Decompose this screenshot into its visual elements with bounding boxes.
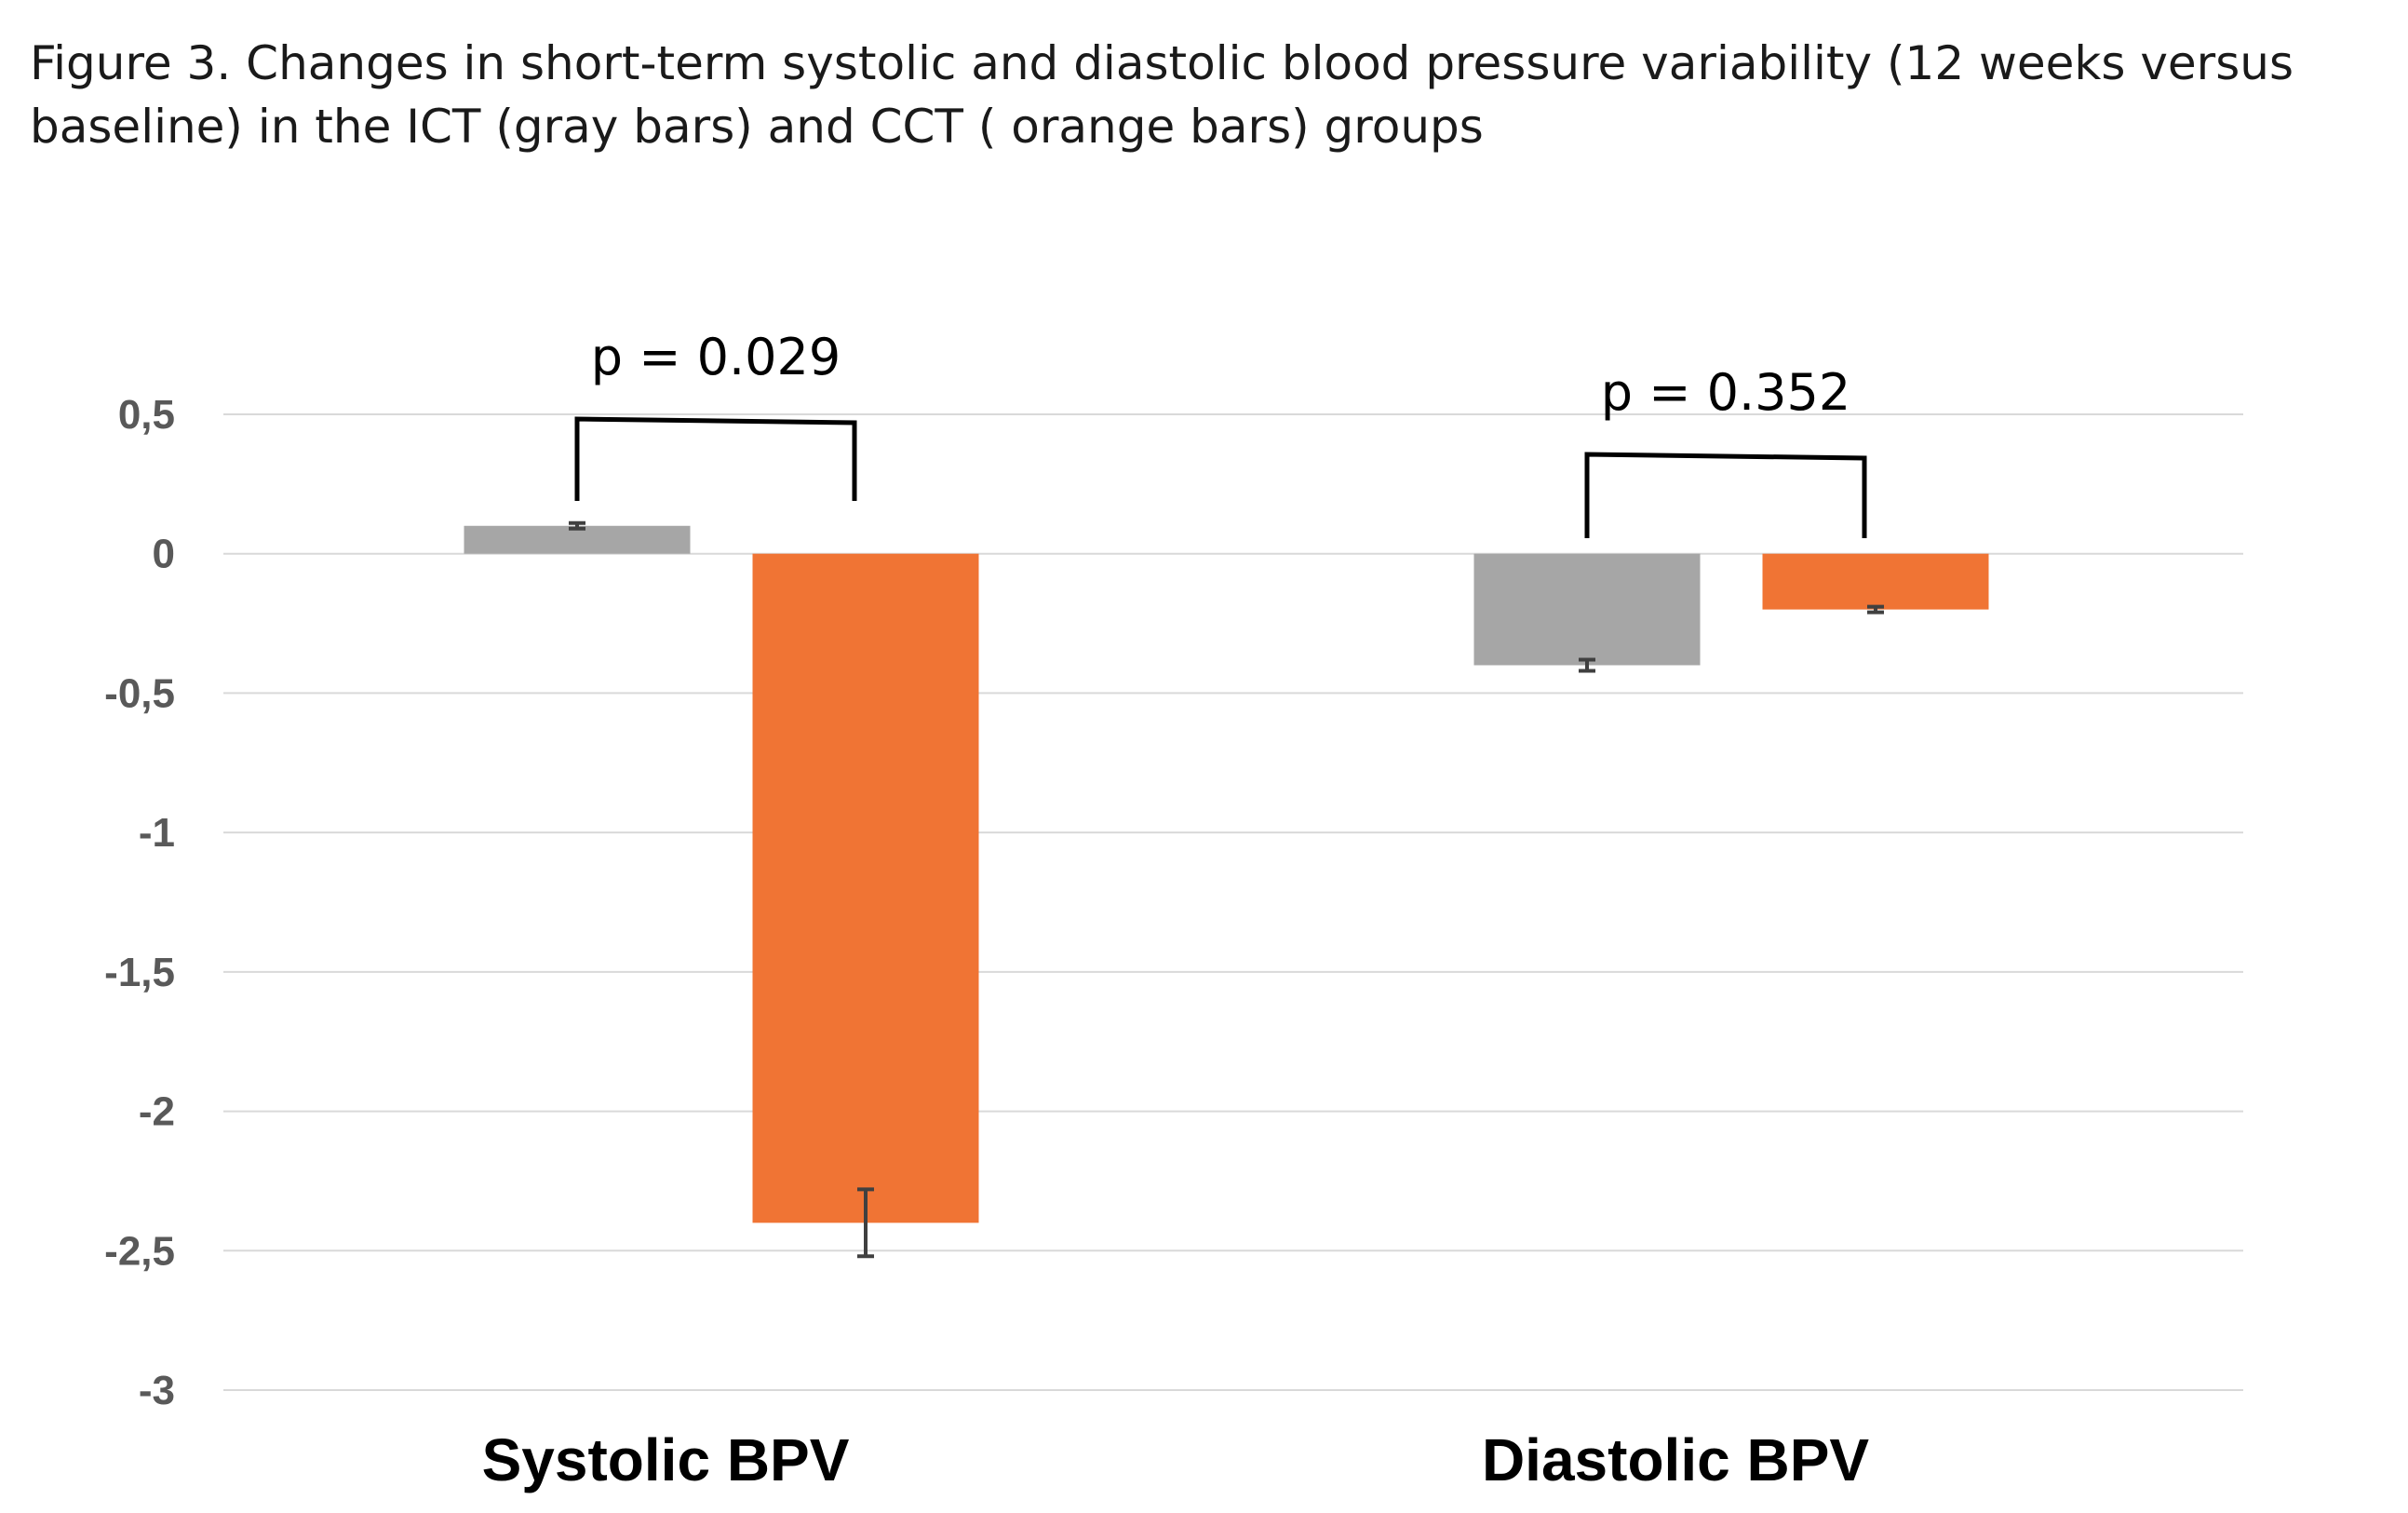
bar-cct bbox=[1762, 553, 1989, 610]
y-tick-label: 0,5 bbox=[118, 392, 175, 438]
bar-ict bbox=[1473, 553, 1701, 666]
p-value-label: p = 0.029 bbox=[591, 328, 841, 386]
y-axis-ticks: 0,5 0 -0,5 -1 -1,5 -2 -2,5 -3 bbox=[104, 392, 175, 1413]
gridlines bbox=[223, 413, 2243, 1391]
x-category-label: Systolic BPV bbox=[482, 1426, 850, 1493]
x-category-label: Diastolic BPV bbox=[1482, 1426, 1869, 1493]
significance-bracket bbox=[574, 416, 857, 501]
y-tick-label: -1 bbox=[139, 810, 175, 856]
y-tick-label: 0 bbox=[153, 532, 175, 577]
y-tick-label: -2 bbox=[139, 1089, 175, 1135]
x-axis-categories: Systolic BPV Diastolic BPV bbox=[482, 1426, 1870, 1493]
error-bars bbox=[569, 520, 1884, 1259]
bar-cct bbox=[752, 553, 979, 1223]
y-tick-label: -1,5 bbox=[104, 950, 175, 995]
y-tick-label: -0,5 bbox=[104, 670, 175, 716]
significance-bracket bbox=[1584, 452, 1867, 538]
bars bbox=[464, 525, 1989, 1223]
significance-annotations: p = 0.029 p = 0.352 bbox=[574, 328, 1867, 538]
p-value-label: p = 0.352 bbox=[1601, 363, 1850, 422]
y-tick-label: -3 bbox=[139, 1368, 175, 1413]
y-tick-label: -2,5 bbox=[104, 1228, 175, 1274]
figure-caption: Figure 3. Changes in short-term systolic… bbox=[30, 36, 2294, 154]
